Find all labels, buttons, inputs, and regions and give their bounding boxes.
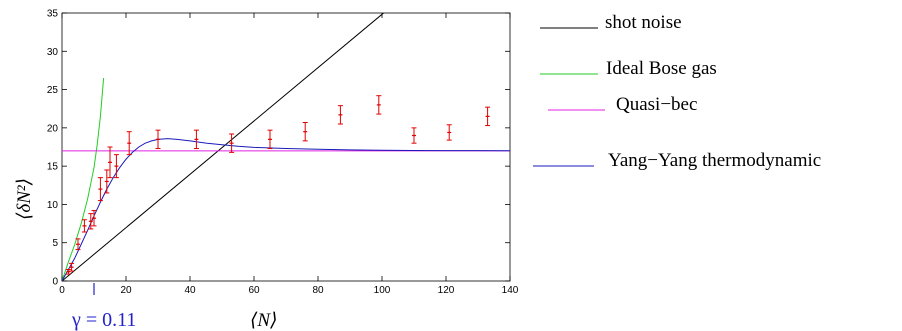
data-point bbox=[65, 269, 71, 275]
data-point bbox=[126, 131, 132, 156]
data-point bbox=[113, 154, 119, 179]
data-point bbox=[107, 146, 113, 179]
legend-label-yang-yang-thermodynamic: Yang−Yang thermodynamic bbox=[608, 150, 821, 171]
x-tick-label: 20 bbox=[120, 285, 132, 296]
data-point bbox=[485, 106, 491, 127]
y-tick-label: 5 bbox=[52, 238, 58, 249]
plot-frame bbox=[61, 12, 511, 282]
y-axis-label: ⟨δN²⟩ bbox=[14, 178, 35, 220]
x-tick-label: 60 bbox=[248, 285, 260, 296]
legend-label-shot-noise: shot noise bbox=[605, 12, 682, 33]
data-point bbox=[88, 213, 94, 230]
x-axis-label: ⟨N⟩ bbox=[250, 310, 278, 331]
data-point bbox=[193, 129, 199, 150]
data-point bbox=[411, 127, 417, 144]
data-point bbox=[337, 105, 343, 125]
legend-label-quasi-bec: Quasi−bec bbox=[616, 94, 697, 115]
y-tick-label: 15 bbox=[47, 162, 59, 173]
y-tick-label: 10 bbox=[47, 200, 59, 211]
data-point bbox=[104, 169, 110, 194]
x-tick-label: 80 bbox=[312, 285, 324, 296]
axes: 0 5 10 15 20 25 30 35 0 20 40 60 80 100 120 140 bbox=[47, 9, 519, 297]
data-point bbox=[267, 129, 273, 150]
series-line-ideal-bose-gas bbox=[62, 78, 105, 281]
data-points bbox=[65, 95, 491, 275]
legend-label-ideal-bose-gas: Ideal Bose gas bbox=[606, 58, 717, 79]
y-tick-label: 30 bbox=[47, 47, 59, 58]
gamma-annotation: γ = 0.11 bbox=[71, 309, 136, 331]
data-point bbox=[97, 177, 103, 202]
data-point bbox=[69, 262, 75, 272]
y-tick-label: 35 bbox=[47, 9, 59, 20]
data-point bbox=[302, 121, 308, 142]
series-line-shot-noise bbox=[62, 13, 384, 281]
data-point bbox=[81, 219, 87, 233]
x-tick-label: 120 bbox=[438, 285, 455, 296]
data-point bbox=[75, 238, 81, 251]
legend: shot noise Ideal Bose gas Quasi−bec Yang−Ya… bbox=[533, 12, 821, 171]
x-tick-label: 140 bbox=[502, 285, 519, 296]
data-point bbox=[155, 129, 161, 150]
data-point bbox=[446, 124, 452, 141]
data-point bbox=[229, 133, 235, 153]
y-tick-label: 0 bbox=[52, 277, 58, 288]
y-tick-label: 20 bbox=[47, 123, 59, 134]
data-point bbox=[376, 95, 382, 115]
data-point bbox=[91, 210, 97, 227]
x-tick-label: 40 bbox=[184, 285, 196, 296]
x-tick-label: 0 bbox=[59, 285, 65, 296]
y-tick-label: 25 bbox=[47, 85, 59, 96]
x-tick-label: 100 bbox=[374, 285, 391, 296]
series-line-yang-yang-thermodynamic bbox=[62, 138, 510, 281]
